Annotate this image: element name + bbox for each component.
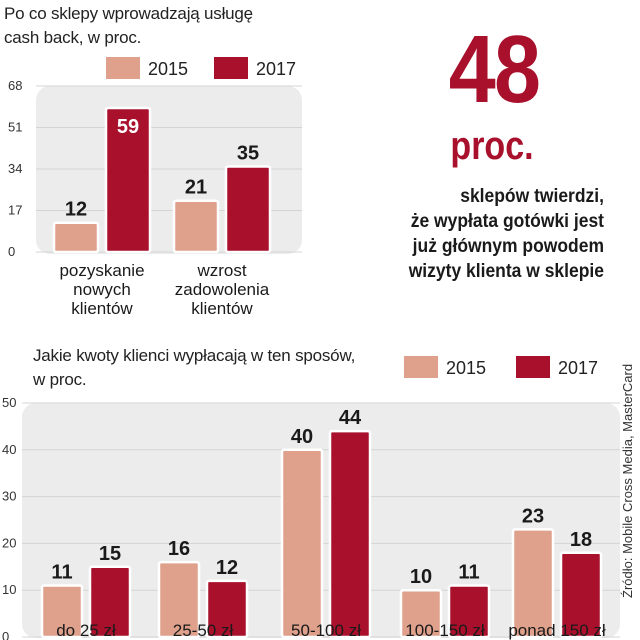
y-tick-label: 20 xyxy=(2,535,16,550)
y-tick-label: 50 xyxy=(2,395,16,410)
legend-swatch-2015 xyxy=(404,356,438,378)
x-category-label: pozyskanie xyxy=(59,261,144,280)
stat-text-line: wizyty klienta w sklepie xyxy=(408,261,604,282)
data-label: 11 xyxy=(51,562,72,584)
bar-2015 xyxy=(157,560,201,639)
y-tick-label: 17 xyxy=(8,203,22,218)
y-tick-label: 51 xyxy=(8,120,22,135)
stat-description: sklepów twierdzi, że wypłata gotówki jes… xyxy=(324,184,604,284)
x-category-label: 100-150 zł xyxy=(405,621,485,640)
bar-2017 xyxy=(559,551,603,639)
stat-text-line: sklepów twierdzi, xyxy=(460,186,604,207)
x-category-label: klientów xyxy=(71,299,133,318)
data-label: 23 xyxy=(522,505,544,527)
x-category-label: 50-100 zł xyxy=(291,621,361,640)
y-tick-label: 0 xyxy=(8,244,15,259)
x-category-label: nowych xyxy=(73,280,131,299)
legend-label-2017: 2017 xyxy=(256,59,296,79)
bar-2017 xyxy=(205,579,249,639)
stat-unit: proc. xyxy=(450,124,534,168)
legend-label-2017: 2017 xyxy=(558,358,598,378)
bar-2017 xyxy=(88,565,132,639)
data-label: 59 xyxy=(117,116,139,138)
chart2-title-line: Jakie kwoty klienci wypłacają w ten spos… xyxy=(33,346,356,365)
bar-2015 xyxy=(172,199,220,254)
data-label: 40 xyxy=(291,426,313,448)
legend-swatch-2017 xyxy=(214,57,248,79)
data-label: 12 xyxy=(65,199,87,221)
x-category-label: do 25 zł xyxy=(56,621,116,640)
legend-label-2015: 2015 xyxy=(148,59,188,79)
legend-label-2015: 2015 xyxy=(446,358,486,378)
data-label: 18 xyxy=(570,529,592,551)
legend-swatch-2015 xyxy=(106,57,140,79)
y-tick-label: 30 xyxy=(2,489,16,504)
data-label: 10 xyxy=(410,566,432,588)
y-tick-label: 34 xyxy=(8,161,22,176)
bar-2015 xyxy=(399,588,443,639)
stat-text-line: że wypłata gotówki jest xyxy=(410,211,604,232)
data-label: 12 xyxy=(216,557,238,579)
stat-text-line: już głównym powodem xyxy=(412,236,604,257)
x-category-label: wzrost xyxy=(196,261,246,280)
y-tick-label: 10 xyxy=(2,582,16,597)
chart2-title: Jakie kwoty klienci wypłacają w ten spos… xyxy=(33,344,355,392)
data-label: 44 xyxy=(339,407,362,429)
data-label: 35 xyxy=(237,143,259,165)
y-tick-label: 0 xyxy=(2,629,9,640)
data-label: 11 xyxy=(458,562,479,584)
x-category-label: zadowolenia xyxy=(175,280,270,299)
bar-2017 xyxy=(224,165,272,254)
data-label: 15 xyxy=(99,543,121,565)
bar-2015 xyxy=(511,528,555,639)
bar-2015 xyxy=(280,448,324,639)
chart2-title-line: w proc. xyxy=(33,370,87,389)
legend-swatch-2017 xyxy=(516,356,550,378)
bar-2017 xyxy=(328,429,372,639)
bar-2015 xyxy=(52,221,100,254)
x-category-label: ponad 150 zł xyxy=(508,621,606,640)
bar-2017 xyxy=(104,106,152,254)
data-label: 16 xyxy=(168,538,190,560)
chart1-title: Po co sklepy wprowadzają usługę cash bac… xyxy=(4,2,253,50)
stat-number: 48 xyxy=(448,16,541,123)
y-tick-label: 68 xyxy=(8,78,22,93)
x-category-label: klientów xyxy=(191,299,253,318)
bar-2015 xyxy=(40,584,84,639)
data-label: 21 xyxy=(185,177,207,199)
y-tick-label: 40 xyxy=(2,442,16,457)
chart1-title-line: Po co sklepy wprowadzają usługę xyxy=(4,4,253,23)
chart1-title-line: cash back, w proc. xyxy=(4,28,142,47)
x-category-label: 25-50 zł xyxy=(173,621,234,640)
bar-2017 xyxy=(447,584,491,639)
